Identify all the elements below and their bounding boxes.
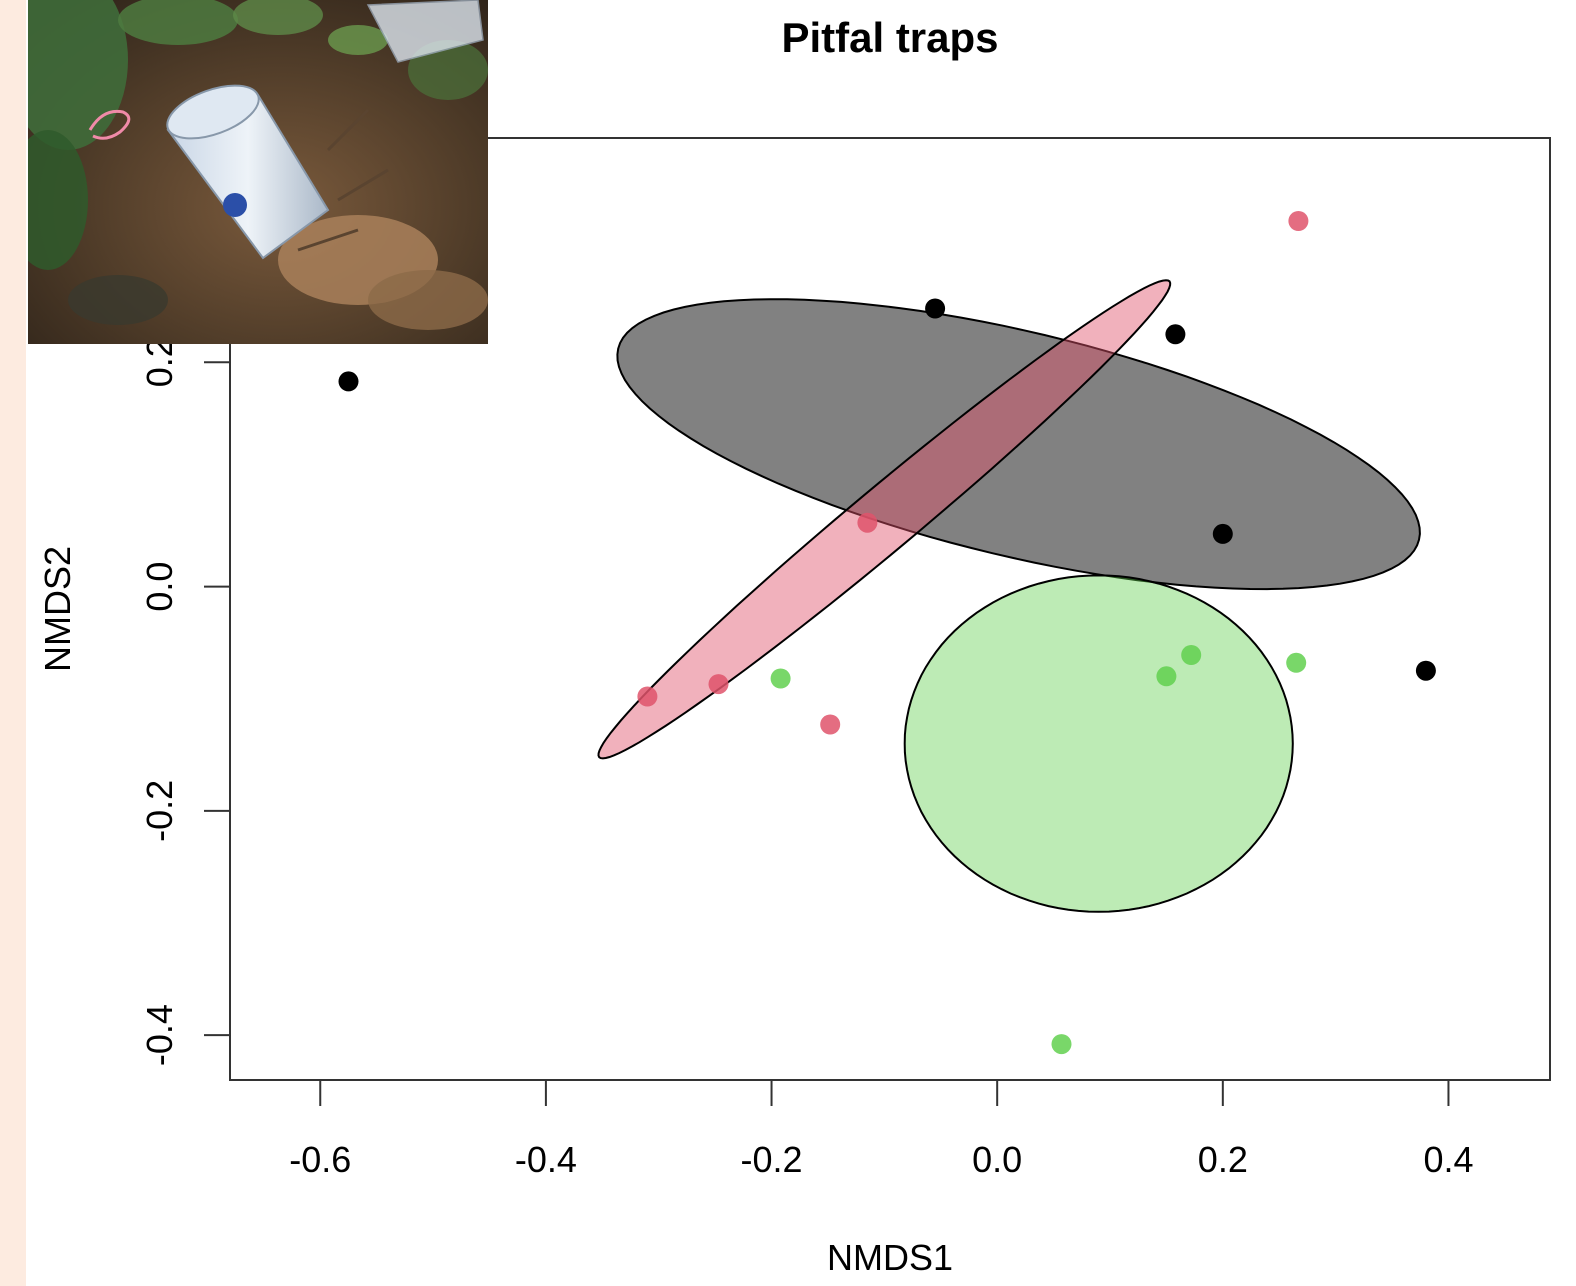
group-3-point-3 (1181, 645, 1202, 665)
x-axis: -0.6 -0.4 -0.2 0.0 0.2 0.4 (289, 1079, 1473, 1180)
group-3-point-1 (770, 668, 791, 689)
group-1-point-1 (338, 371, 359, 392)
ellipses-layer (597, 279, 1421, 913)
x-tick-label: 0.4 (1423, 1139, 1473, 1180)
group-1-point-3 (1165, 324, 1186, 345)
y-tick-label: 0.2 (139, 337, 180, 387)
x-tick-label: -0.4 (515, 1139, 577, 1180)
y-axis-label: NMDS2 (37, 546, 78, 672)
group-3-point-2 (1156, 666, 1177, 687)
y-tick-label: 0.0 (139, 562, 180, 612)
group-3-point-4 (1286, 652, 1307, 673)
pitfall-trap-photo-icon (28, 0, 488, 344)
points-layer (338, 211, 1436, 1055)
group-2-ellipse (597, 279, 1172, 760)
group-1-point-2 (925, 298, 946, 319)
group-2-point-1 (1288, 211, 1309, 231)
x-tick-label: -0.2 (741, 1139, 803, 1180)
group-1-point-4 (1212, 523, 1233, 544)
chart-title: Pitfal traps (781, 14, 998, 61)
x-tick-label: 0.0 (972, 1139, 1022, 1180)
group-2-point-4 (708, 674, 729, 695)
x-tick-label: -0.6 (289, 1139, 351, 1180)
group-3-point-5 (1051, 1034, 1072, 1055)
y-axis: -0.4 -0.2 0.0 0.2 (139, 337, 231, 1066)
group-2-point-5 (820, 714, 841, 735)
left-accent-strip (0, 0, 26, 1286)
group-2-point-2 (857, 512, 878, 533)
x-axis-label: NMDS1 (827, 1237, 953, 1278)
y-tick-label: -0.4 (139, 1004, 180, 1066)
group-3-ellipse (903, 574, 1294, 913)
x-tick-label: 0.2 (1198, 1139, 1248, 1180)
group-1-point-5 (1415, 660, 1436, 681)
y-tick-label: -0.2 (139, 780, 180, 842)
group-2-point-3 (637, 686, 658, 707)
